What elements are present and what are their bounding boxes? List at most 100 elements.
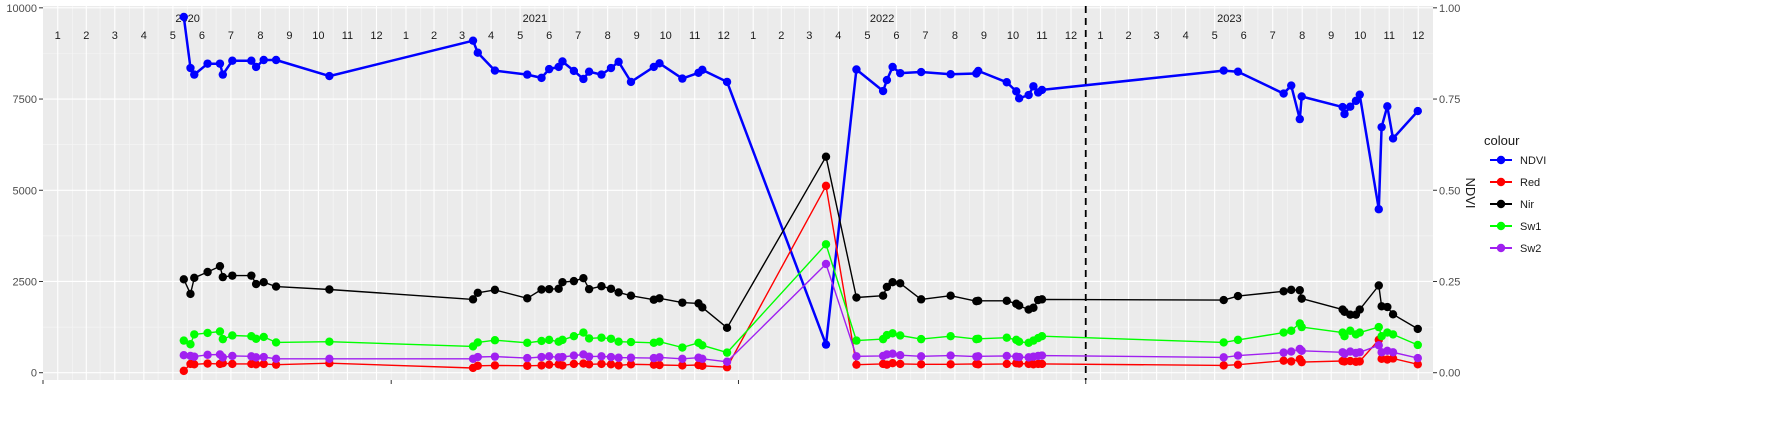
data-point-sw1 — [544, 335, 554, 345]
data-point-nir — [203, 267, 212, 277]
data-point-ndvi — [1374, 205, 1383, 214]
month-label: 4 — [488, 30, 494, 42]
data-point-sw2 — [584, 352, 594, 361]
data-point-ndvi — [1014, 94, 1024, 103]
data-point-ndvi — [218, 70, 228, 79]
data-point-sw1 — [1219, 338, 1228, 347]
month-label: 8 — [1299, 30, 1305, 42]
data-point-ndvi — [1024, 90, 1033, 100]
data-point-sw1 — [888, 329, 897, 338]
data-point-red — [558, 361, 567, 370]
data-point-ndvi — [490, 66, 500, 75]
data-point-nir — [490, 285, 500, 295]
data-point-red — [821, 181, 831, 191]
data-point-sw1 — [558, 335, 567, 345]
data-point-nir — [1233, 291, 1243, 301]
y-right-tick-label: 0.50 — [1439, 185, 1460, 197]
data-point-red — [1279, 356, 1288, 365]
data-point-red — [1287, 357, 1296, 366]
data-point-ndvi — [1388, 134, 1398, 143]
data-point-sw2 — [678, 354, 687, 364]
data-point-sw1 — [569, 332, 579, 341]
data-point-sw2 — [259, 352, 268, 362]
data-point-red — [271, 360, 281, 369]
data-point-sw1 — [490, 336, 500, 345]
y-right-tick-label: 0.00 — [1439, 368, 1460, 380]
data-point-ndvi — [1346, 102, 1355, 111]
data-point-red — [1037, 359, 1047, 369]
data-point-sw2 — [896, 350, 905, 360]
data-point-red — [1413, 360, 1422, 369]
data-point-sw2 — [821, 259, 831, 269]
data-point-sw2 — [218, 353, 228, 362]
data-point-nir — [655, 294, 664, 303]
data-point-nir — [678, 298, 687, 307]
data-point-ndvi — [473, 48, 482, 57]
data-point-red — [1233, 360, 1243, 369]
month-label: 8 — [257, 30, 263, 42]
data-point-nir — [537, 285, 546, 294]
data-point-nir — [544, 284, 554, 294]
month-label: 5 — [1212, 30, 1218, 42]
data-point-ndvi — [614, 57, 623, 67]
data-point-sw1 — [203, 328, 212, 338]
month-label: 2 — [83, 30, 89, 42]
data-point-sw2 — [228, 351, 237, 361]
data-point-nir — [523, 294, 532, 303]
month-label: 12 — [370, 30, 382, 42]
data-point-nir — [259, 278, 268, 287]
data-point-nir — [468, 295, 478, 304]
data-point-ndvi — [523, 70, 532, 79]
data-point-sw2 — [946, 351, 955, 360]
data-point-sw1 — [473, 338, 482, 347]
data-point-red — [896, 359, 905, 369]
data-point-ndvi — [888, 62, 897, 72]
data-point-ndvi — [878, 86, 888, 96]
month-label: 7 — [575, 30, 581, 42]
data-point-ndvi — [974, 66, 983, 76]
data-point-sw1 — [271, 338, 281, 347]
data-point-ndvi — [1377, 122, 1386, 132]
data-point-sw2 — [271, 354, 281, 364]
month-label: 3 — [112, 30, 118, 42]
month-label: 6 — [199, 30, 205, 42]
data-point-sw1 — [916, 334, 926, 344]
data-point-sw2 — [544, 352, 554, 361]
data-point-sw2 — [916, 352, 926, 361]
data-point-ndvi — [626, 77, 636, 87]
data-point-nir — [916, 295, 926, 304]
data-point-ndvi — [1340, 109, 1349, 119]
data-point-sw1 — [215, 327, 225, 336]
month-label: 7 — [1270, 30, 1276, 42]
data-point-sw2 — [1374, 341, 1383, 350]
data-point-red — [698, 361, 707, 370]
data-point-nir — [974, 296, 983, 306]
data-point-sw2 — [569, 351, 579, 360]
data-point-nir — [1374, 281, 1383, 290]
data-point-ndvi — [558, 57, 567, 66]
data-point-sw2 — [1413, 353, 1422, 363]
legend-label: Red — [1520, 177, 1540, 189]
month-label: 4 — [1183, 30, 1189, 42]
data-point-ndvi — [186, 63, 195, 73]
legend-title: colour — [1484, 133, 1520, 148]
month-label: 8 — [952, 30, 958, 42]
month-label: 9 — [286, 30, 292, 42]
data-point-sw1 — [597, 333, 606, 342]
data-point-sw2 — [179, 350, 189, 360]
data-point-nir — [597, 282, 606, 291]
month-label: 5 — [517, 30, 523, 42]
data-point-sw1 — [896, 331, 905, 340]
data-point-nir — [698, 303, 707, 312]
year-label: 2021 — [523, 13, 547, 25]
data-point-ndvi — [882, 75, 892, 85]
legend-label: NDVI — [1520, 155, 1546, 167]
month-label: 1 — [55, 30, 61, 42]
y-right-tick-label: 0.25 — [1439, 276, 1460, 288]
data-point-sw2 — [537, 352, 546, 362]
data-point-sw1 — [259, 332, 268, 342]
data-point-red — [251, 360, 261, 369]
series-points — [179, 12, 1422, 376]
legend-label: Sw2 — [1520, 243, 1541, 255]
data-point-nir — [1297, 294, 1306, 303]
